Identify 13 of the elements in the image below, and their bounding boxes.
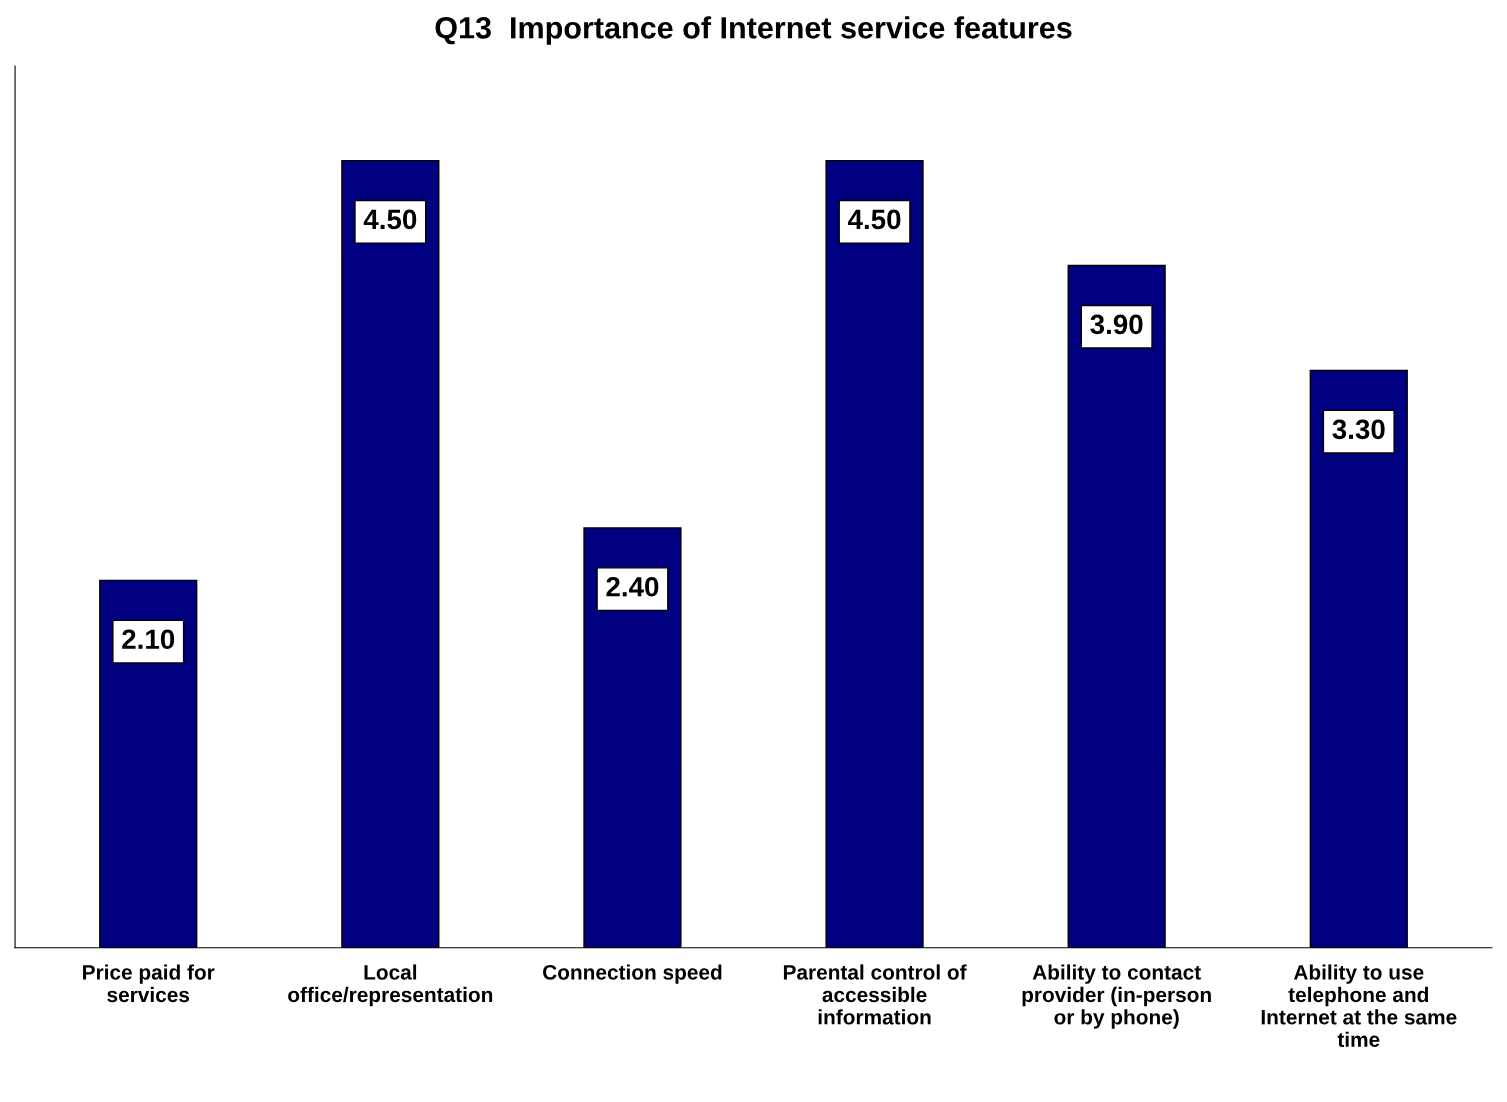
x-tick-label: Ability to contact provider (in-person or by phone) — [1022, 964, 1211, 1029]
chart-title: Q13 Importance of Internet service features — [435, 16, 1072, 45]
x-tick-label: Ability to use telephone and Internet at the same time — [1261, 964, 1457, 1048]
data-label: 3.90 — [1090, 314, 1143, 335]
x-tick-label: Local office/representation — [288, 964, 493, 1007]
x-tick-label: Parental control of accessible information — [783, 964, 967, 1025]
x-tick-label: Price paid for services — [83, 964, 215, 1003]
data-label: 2.10 — [122, 629, 175, 650]
data-label: 4.50 — [847, 209, 901, 230]
x-tick-label: Connection speed — [543, 964, 722, 984]
data-label: 4.50 — [363, 209, 417, 230]
data-label: 3.30 — [1332, 419, 1385, 440]
data-label: 2.40 — [606, 576, 659, 597]
